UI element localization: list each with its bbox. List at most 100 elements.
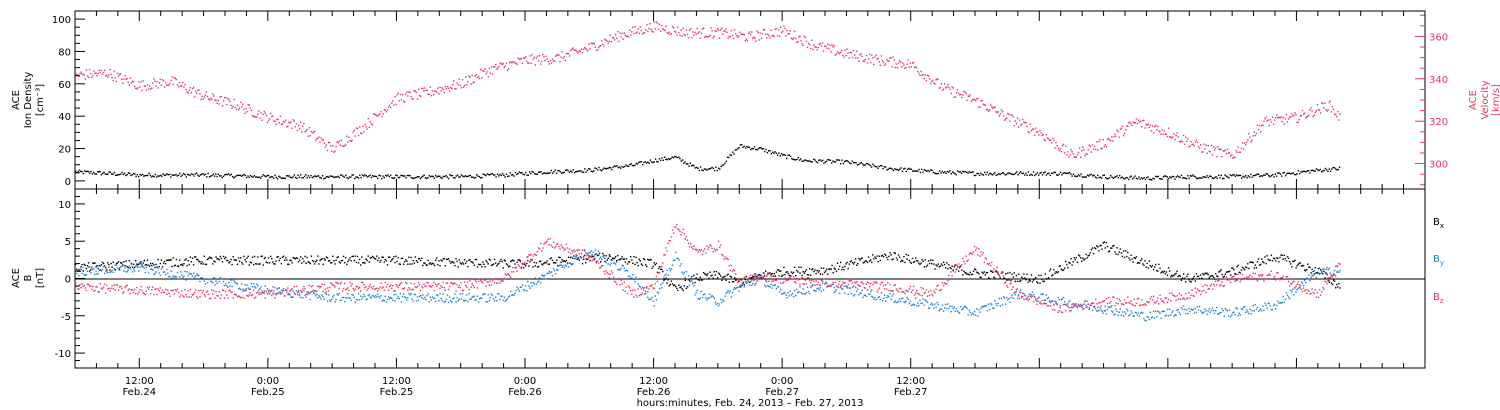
density-series-point <box>1254 174 1256 177</box>
by-series-point <box>206 282 209 284</box>
bx-series-point <box>132 263 135 265</box>
density-series-point <box>999 173 1001 176</box>
bx-series-point <box>1142 263 1144 265</box>
velocity-series-point <box>520 57 523 60</box>
velocity-series-point <box>593 43 595 45</box>
density-series-point <box>377 177 379 180</box>
velocity-series-point <box>298 127 301 130</box>
by-series-point <box>201 277 203 279</box>
bx-series-point <box>315 261 317 263</box>
density-series-point <box>563 171 565 174</box>
by-series-point <box>437 294 439 297</box>
density-series-point <box>717 167 720 169</box>
bx-series-point <box>163 260 166 263</box>
bx-series-point <box>1070 258 1072 260</box>
velocity-series-point <box>146 84 149 86</box>
density-tick-label: 60 <box>58 80 71 91</box>
density-series-point <box>523 174 526 176</box>
velocity-series-point <box>1204 148 1206 150</box>
density-series-point <box>756 149 758 151</box>
density-series-point <box>395 174 397 176</box>
velocity-series-point <box>836 50 839 53</box>
velocity-series-point <box>1077 151 1080 154</box>
velocity-series-point <box>271 115 273 118</box>
velocity-series-point <box>778 35 781 37</box>
bx-series-point <box>700 279 703 281</box>
bx-series-point <box>678 284 680 286</box>
by-series-point <box>355 298 358 301</box>
bx-series-point <box>386 264 389 266</box>
density-series-point <box>471 176 473 178</box>
density-series-point <box>784 154 787 157</box>
by-series-point <box>901 297 903 300</box>
velocity-series-point <box>238 107 241 109</box>
bz-series-point <box>109 290 111 292</box>
by-series-point <box>868 293 871 295</box>
bx-series-point <box>885 254 887 256</box>
velocity-series-point <box>963 90 965 93</box>
by-series-point <box>727 290 729 292</box>
bx-series-point <box>878 255 880 257</box>
velocity-series-point <box>1012 116 1014 118</box>
density-series-point <box>572 169 574 171</box>
density-series-point <box>683 162 685 164</box>
bx-series-point <box>501 260 503 263</box>
bz-series-point <box>205 291 208 293</box>
by-series-point <box>661 287 663 289</box>
velocity-series-point <box>880 55 883 57</box>
bx-series-point <box>425 264 427 266</box>
bx-series-point <box>642 258 645 260</box>
by-series-point <box>933 307 935 309</box>
bz-series-point <box>315 290 317 292</box>
bx-series-point <box>232 256 234 258</box>
bx-series-point <box>862 262 864 264</box>
by-series-point <box>680 263 682 265</box>
by-series-point <box>251 286 254 288</box>
by-series-point <box>939 308 941 310</box>
bx-series-point <box>918 262 920 264</box>
by-series-point <box>812 284 814 286</box>
bx-series-point <box>1200 274 1202 276</box>
bx-series-point <box>412 259 414 262</box>
bx-series-point <box>804 270 806 273</box>
velocity-series-point <box>682 27 684 29</box>
by-series-point <box>696 289 698 292</box>
bx-series-point <box>670 280 673 282</box>
velocity-series-point <box>357 134 360 137</box>
bx-series-point <box>853 261 856 263</box>
density-series-point <box>635 162 637 165</box>
density-series-point <box>865 162 868 165</box>
bz-series-point <box>288 292 290 294</box>
bz-series-point <box>346 288 348 290</box>
velocity-series-point <box>808 44 811 46</box>
density-series-point <box>494 174 496 176</box>
bx-series-point <box>462 263 465 265</box>
velocity-series-point <box>207 98 210 100</box>
bx-series-point <box>604 260 606 263</box>
by-series-point <box>1299 284 1301 287</box>
velocity-series-point <box>1331 105 1334 108</box>
bx-series-point <box>922 260 924 263</box>
by-series-point <box>600 256 602 258</box>
bz-series-point <box>150 293 152 295</box>
by-series-point <box>427 293 429 295</box>
velocity-series-point <box>399 93 401 96</box>
density-series-point <box>985 173 987 176</box>
by-series-point <box>129 268 131 270</box>
velocity-series-point <box>277 118 279 120</box>
bx-series-point <box>874 256 876 258</box>
velocity-series-point <box>545 55 547 57</box>
by-series-point <box>192 272 195 274</box>
by-series-point <box>650 298 652 300</box>
velocity-series-point <box>1280 116 1282 118</box>
bx-series-point <box>662 270 664 273</box>
bx-series-point <box>902 260 904 262</box>
velocity-series-point <box>913 66 916 69</box>
by-series-point <box>378 295 380 298</box>
bx-series-point <box>1322 273 1324 275</box>
bz-series-point <box>300 290 302 292</box>
density-series-point <box>1189 175 1192 177</box>
bx-series-point <box>293 257 295 259</box>
density-series-point <box>775 152 778 154</box>
bx-series-point <box>923 266 925 268</box>
